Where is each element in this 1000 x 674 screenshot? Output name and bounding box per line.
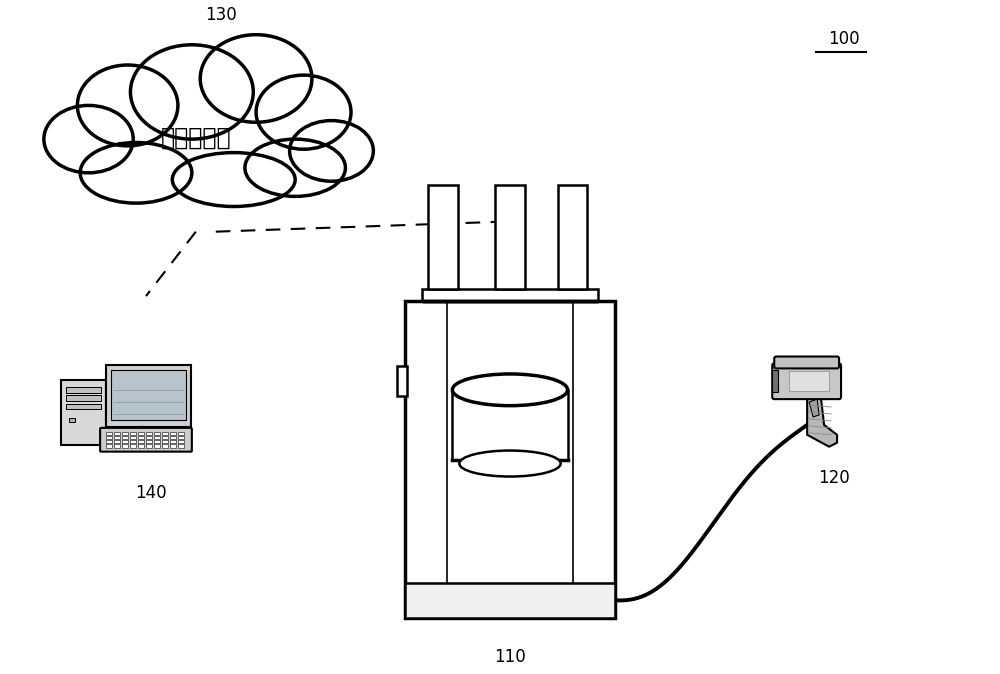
Bar [66, 404, 101, 409]
Bar [146, 440, 152, 443]
Polygon shape [809, 399, 819, 417]
Bar [146, 444, 152, 448]
Bar [111, 371, 186, 420]
Ellipse shape [172, 152, 295, 206]
Ellipse shape [80, 142, 192, 203]
Bar [138, 444, 144, 448]
Bar [405, 301, 615, 618]
Bar [130, 440, 136, 443]
Bar [122, 431, 128, 435]
Bar [428, 185, 458, 289]
Bar [170, 431, 176, 435]
Bar [178, 431, 184, 435]
FancyBboxPatch shape [772, 363, 841, 399]
Bar [397, 367, 407, 396]
Bar [154, 440, 160, 443]
Bar [495, 185, 525, 289]
Bar [106, 365, 191, 427]
Bar [130, 444, 136, 448]
Bar [154, 436, 160, 439]
Bar [66, 387, 101, 392]
Text: 110: 110 [494, 648, 526, 666]
Text: 云端服务器: 云端服务器 [161, 125, 231, 150]
Bar [66, 396, 101, 401]
Bar [114, 440, 120, 443]
Bar [162, 444, 168, 448]
Bar [154, 444, 160, 448]
Ellipse shape [130, 44, 253, 139]
Ellipse shape [87, 71, 324, 197]
Ellipse shape [245, 139, 345, 196]
Bar [146, 436, 152, 439]
Bar [170, 440, 176, 443]
Bar [146, 431, 152, 435]
FancyBboxPatch shape [774, 357, 839, 369]
Bar [178, 440, 184, 443]
Bar [772, 371, 778, 392]
Ellipse shape [44, 105, 133, 173]
FancyBboxPatch shape [100, 428, 192, 452]
Bar [405, 584, 615, 618]
Bar [138, 440, 144, 443]
Bar [558, 185, 587, 289]
Bar [61, 380, 106, 445]
Ellipse shape [77, 65, 178, 146]
Bar [138, 436, 144, 439]
Bar [162, 436, 168, 439]
Text: 120: 120 [818, 470, 850, 487]
Bar [106, 440, 112, 443]
Bar [106, 444, 112, 448]
Ellipse shape [459, 450, 561, 477]
Bar [114, 431, 120, 435]
Bar [106, 431, 112, 435]
Bar [130, 431, 136, 435]
Ellipse shape [200, 34, 312, 122]
Bar [154, 431, 160, 435]
Bar [422, 289, 598, 301]
Ellipse shape [256, 75, 351, 149]
Bar [122, 436, 128, 439]
Bar [69, 418, 75, 422]
Text: 130: 130 [205, 5, 237, 24]
Bar [789, 371, 829, 391]
Ellipse shape [290, 121, 373, 181]
Bar [122, 444, 128, 448]
Bar [162, 440, 168, 443]
Polygon shape [807, 397, 837, 447]
Bar [106, 436, 112, 439]
Bar [162, 431, 168, 435]
Bar [170, 444, 176, 448]
Bar [130, 436, 136, 439]
Bar [170, 436, 176, 439]
Ellipse shape [452, 374, 568, 406]
Bar [138, 431, 144, 435]
Bar [178, 436, 184, 439]
Bar [114, 444, 120, 448]
Text: 100: 100 [828, 30, 860, 49]
Bar [114, 436, 120, 439]
Text: 140: 140 [135, 485, 167, 502]
Bar [122, 440, 128, 443]
Bar [178, 444, 184, 448]
